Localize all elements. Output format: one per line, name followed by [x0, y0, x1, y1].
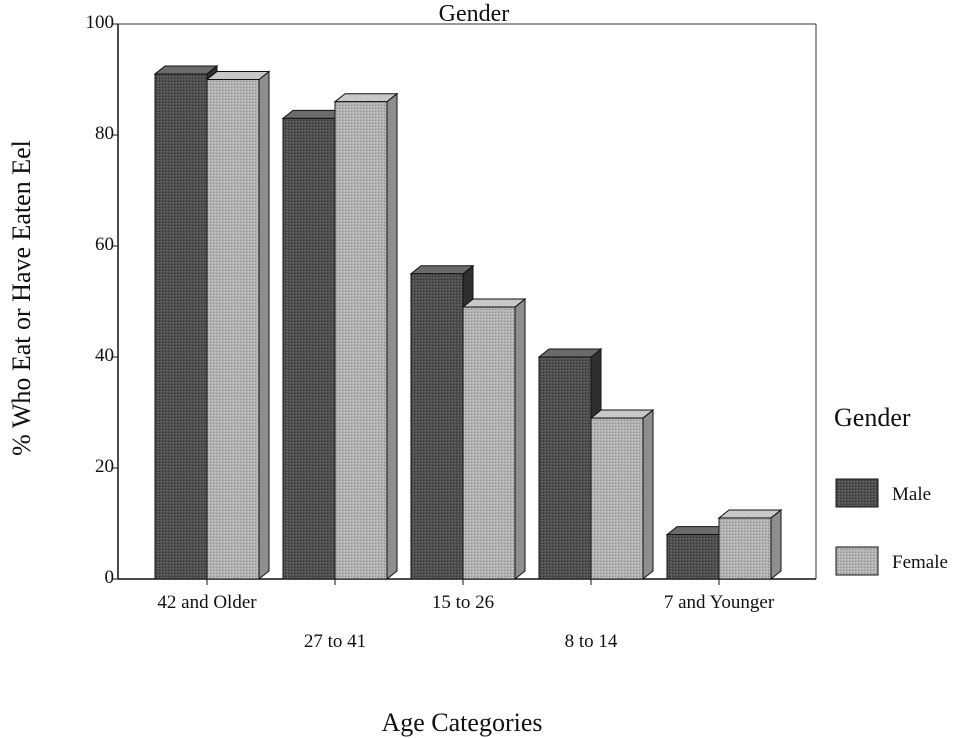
- y-axis-ticks: 0 20 40 60 80 100: [86, 12, 118, 588]
- x-category-label: 7 and Younger: [664, 592, 775, 613]
- x-axis-title: Age Categories: [381, 708, 542, 737]
- legend-swatch-male: [835, 478, 879, 508]
- y-tick-label: 60: [95, 234, 114, 255]
- legend-label-female: Female: [892, 552, 948, 573]
- y-axis-title: % Who Eat or Have Eaten Eel: [7, 140, 36, 456]
- bar-female: [461, 298, 527, 581]
- bar-female: [717, 508, 783, 581]
- bar-female: [205, 70, 271, 581]
- bar-female: [333, 92, 399, 581]
- x-axis-categories: 42 and Older 27 to 41 15 to 26 8 to 14 7 and…: [157, 579, 775, 652]
- bar-female: [589, 409, 655, 581]
- legend: Gender Male Female: [834, 403, 948, 576]
- y-tick-label: 80: [95, 123, 114, 144]
- chart-title: Gender: [439, 1, 510, 27]
- legend-title: Gender: [834, 403, 911, 432]
- y-tick-label: 100: [86, 12, 115, 33]
- x-category-label: 27 to 41: [304, 631, 366, 652]
- legend-swatch-female: [835, 546, 879, 576]
- x-category-label: 15 to 26: [432, 592, 494, 613]
- y-tick-label: 40: [95, 345, 114, 366]
- legend-label-male: Male: [892, 484, 931, 505]
- x-category-label: 8 to 14: [565, 631, 618, 652]
- bar-group: [153, 64, 783, 581]
- y-tick-label: 20: [95, 456, 114, 477]
- x-category-label: 42 and Older: [157, 592, 257, 613]
- y-tick-label: 0: [105, 567, 115, 588]
